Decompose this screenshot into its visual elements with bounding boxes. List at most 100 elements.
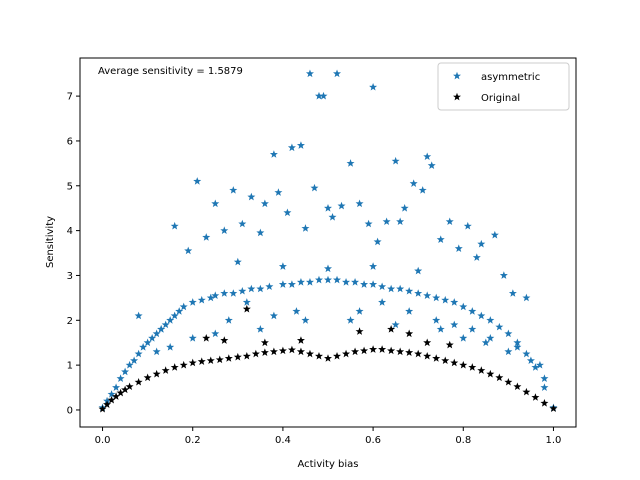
point-original-16: [215, 355, 224, 364]
point-asymmetric-71: [391, 156, 400, 165]
point-asymmetric-97: [301, 224, 310, 232]
point-asymmetric-5: [121, 367, 130, 376]
point-original-63: [220, 336, 229, 344]
point-asymmetric-43: [405, 286, 414, 295]
point-original-23: [278, 346, 287, 355]
point-original-15: [206, 356, 215, 365]
point-asymmetric-4: [116, 374, 125, 382]
point-asymmetric-128: [224, 316, 233, 324]
point-asymmetric-53: [495, 322, 504, 331]
point-asymmetric-6: [125, 360, 134, 369]
y-axis-label: Sensitivity: [45, 216, 56, 268]
point-original-4: [116, 388, 125, 397]
point-asymmetric-36: [342, 277, 351, 286]
point-asymmetric-57: [531, 363, 540, 371]
point-asymmetric-67: [287, 143, 296, 152]
y-tick-label-5: 5: [67, 181, 73, 192]
point-original-11: [170, 363, 179, 371]
point-original-20: [251, 349, 260, 358]
point-asymmetric-123: [188, 334, 197, 342]
point-asymmetric-10: [143, 338, 152, 347]
y-tick-label-3: 3: [67, 271, 73, 282]
point-asymmetric-84: [400, 204, 409, 212]
point-asymmetric-30: [287, 280, 296, 288]
point-asymmetric-139: [513, 342, 522, 351]
point-asymmetric-121: [436, 325, 445, 333]
point-asymmetric-52: [486, 316, 495, 324]
point-original-42: [450, 358, 459, 367]
point-original-55: [260, 338, 269, 347]
point-asymmetric-79: [310, 183, 319, 192]
point-original-49: [513, 382, 522, 391]
point-asymmetric-27: [256, 284, 265, 293]
point-original-47: [495, 373, 504, 382]
plot-area-frame: [79, 57, 577, 428]
point-original-25: [296, 347, 305, 356]
point-asymmetric-104: [472, 253, 481, 261]
point-asymmetric-80: [324, 204, 332, 212]
point-asymmetric-37: [351, 277, 360, 286]
point-asymmetric-70: [427, 161, 436, 169]
point-asymmetric-32: [305, 277, 314, 286]
point-original-44: [468, 363, 477, 371]
point-asymmetric-93: [220, 226, 229, 235]
point-asymmetric-51: [477, 311, 486, 320]
point-asymmetric-74: [211, 199, 220, 208]
point-asymmetric-95: [256, 228, 265, 237]
legend-label-asymmetric: asymmetric: [481, 72, 540, 83]
point-asymmetric-44: [414, 289, 423, 297]
point-original-35: [387, 346, 396, 355]
x-axis-label: Activity bias: [297, 459, 358, 470]
point-asymmetric-23: [220, 289, 229, 297]
point-asymmetric-131: [292, 307, 301, 315]
point-asymmetric-110: [535, 360, 544, 369]
point-original-0: [98, 404, 107, 413]
point-asymmetric-2: [107, 390, 116, 398]
point-original-5: [121, 385, 130, 394]
point-asymmetric-94: [238, 219, 247, 228]
point-asymmetric-87: [463, 221, 472, 230]
point-asymmetric-126: [504, 347, 513, 356]
point-original-8: [143, 373, 152, 382]
y-tick-label-4: 4: [67, 226, 73, 237]
y-tick-label-0: 0: [67, 405, 73, 416]
point-asymmetric-78: [274, 188, 283, 196]
point-original-30: [342, 349, 351, 358]
point-original-27: [314, 351, 323, 360]
point-asymmetric-98: [328, 212, 337, 221]
point-asymmetric-92: [202, 233, 211, 241]
point-original-58: [387, 325, 396, 333]
point-asymmetric-96: [283, 208, 292, 217]
point-asymmetric-115: [414, 266, 423, 275]
point-asymmetric-133: [378, 298, 387, 306]
point-asymmetric-21: [206, 293, 215, 302]
point-original-6: [125, 382, 134, 391]
point-original-34: [378, 345, 387, 353]
point-asymmetric-76: [247, 192, 256, 201]
point-original-18: [233, 352, 242, 361]
point-asymmetric-11: [148, 334, 157, 342]
x-tick-label-5: 1.0: [546, 435, 562, 446]
point-asymmetric-14: [161, 320, 170, 329]
point-asymmetric-26: [247, 284, 256, 293]
ticks-layer: 0.0 0.2 0.4 0.6 0.8 1.0 0 1 2 3 4 5 6 7: [67, 92, 562, 446]
point-asymmetric-58: [540, 383, 549, 391]
point-original-41: [441, 356, 450, 365]
point-original-46: [486, 369, 495, 378]
y-tick-label-2: 2: [67, 316, 73, 327]
point-asymmetric-85: [418, 186, 427, 194]
point-asymmetric-63: [369, 82, 378, 91]
point-asymmetric-125: [166, 342, 175, 351]
point-original-45: [477, 366, 486, 374]
point-asymmetric-129: [242, 298, 251, 306]
point-asymmetric-137: [468, 325, 477, 333]
point-original-10: [161, 366, 170, 374]
point-asymmetric-50: [468, 307, 477, 315]
point-original-33: [369, 345, 378, 353]
legend-label-original: Original: [481, 93, 520, 104]
point-original-39: [423, 351, 432, 360]
point-asymmetric-7: [130, 356, 139, 365]
point-asymmetric-29: [278, 280, 287, 288]
point-asymmetric-89: [490, 230, 499, 239]
